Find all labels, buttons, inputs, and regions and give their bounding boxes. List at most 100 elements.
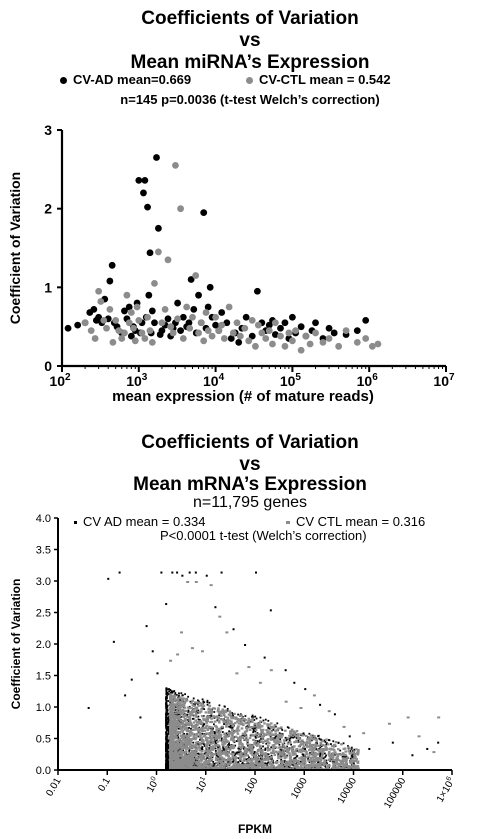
ctl-point [220,711,223,713]
ctl-point [231,736,234,738]
chart2-x-label: FPKM [238,822,272,836]
ad-point [207,704,209,706]
ctl-point [280,726,283,728]
ad-point [352,756,354,758]
ad-point [213,711,215,713]
ad-point [282,319,289,326]
ctl-point [202,739,205,741]
ctl-point [188,716,191,718]
ctl-point [259,720,262,722]
ad-point [223,723,225,725]
ctl-point [180,631,183,633]
ctl-point [231,745,234,747]
ctl-point [343,726,346,728]
ctl-point [244,754,247,756]
ctl-point [334,744,337,746]
ad-point [184,693,186,695]
ctl-point [230,330,237,337]
ctl-point [208,753,211,755]
ad-point [276,722,278,724]
ad-point [362,317,369,324]
ctl-point [251,754,254,756]
ctl-point [219,739,222,741]
chart1-y-label: Coefficient of Variation [7,172,23,324]
x-tick-label: 104 [203,372,225,389]
chart1-title-line2: vs [0,30,500,51]
ad-point [222,731,224,733]
ctl-point [193,721,196,723]
ad-point [166,709,168,711]
ctl-point [333,764,336,766]
ad-point [411,754,413,756]
ctl-point [240,722,243,724]
ctl-point [244,752,247,754]
ctl-point [249,737,252,739]
ctl-point [388,723,391,725]
ctl-point [220,759,223,761]
ad-point [252,715,254,717]
ctl-point [219,734,222,736]
ctl-point [199,702,202,704]
ctl-point [353,757,356,759]
ctl-point [208,750,211,752]
ctl-point [257,749,260,751]
ctl-point [258,733,261,735]
ctl-point [170,709,173,711]
ctl-point [225,759,228,761]
ctl-point [186,729,189,731]
ctl-point [177,744,180,746]
ctl-point [276,737,279,739]
ctl-point [336,766,339,768]
ctl-point [180,742,183,744]
ctl-point [279,741,282,743]
ctl-point [121,330,128,337]
ctl-point [172,732,175,734]
ad-point [189,572,191,574]
ctl-point [180,698,183,700]
ctl-point [177,717,180,719]
ad-point [178,692,180,694]
ctl-point [182,756,185,758]
ctl-point [222,709,225,711]
ad-point [298,323,305,330]
ad-point [119,572,121,574]
ctl-point [232,739,235,741]
ctl-point [242,765,245,767]
ad-point [228,726,230,728]
ctl-point [265,767,268,769]
ctl-point [178,746,181,748]
ad-point [262,746,264,748]
ctl-point [285,747,288,749]
ctl-point [296,760,299,762]
ctl-point [169,713,172,715]
ad-point [166,753,168,755]
ctl-point [165,256,172,263]
ctl-point [239,766,242,768]
ctl-point [190,745,193,747]
ctl-point [249,729,252,731]
ctl-point [299,762,302,764]
ctl-point [218,721,221,723]
ctl-point [211,753,214,755]
ad-point [169,689,171,691]
ad-point [236,740,238,742]
chart2-x-ticks: 0.01 0.1 100101 100 1000 10000 100000 1×106 [44,770,457,810]
ad-point [157,672,159,674]
ad-point [151,319,158,326]
ctl-point [281,751,284,753]
ctl-point [343,327,350,334]
ctl-point [275,742,278,744]
ctl-point [193,726,196,728]
ctl-point [176,765,179,767]
chart2-title-line2: vs [0,454,500,475]
ctl-point [191,732,194,734]
ad-point [181,575,183,577]
ctl-point [159,319,166,326]
ctl-point [183,753,186,755]
ctl-point [172,720,175,722]
ctl-point [262,736,265,738]
ctl-point [177,708,180,710]
ctl-point [170,724,173,726]
ctl-point [328,751,331,753]
ctl-point [277,747,280,749]
